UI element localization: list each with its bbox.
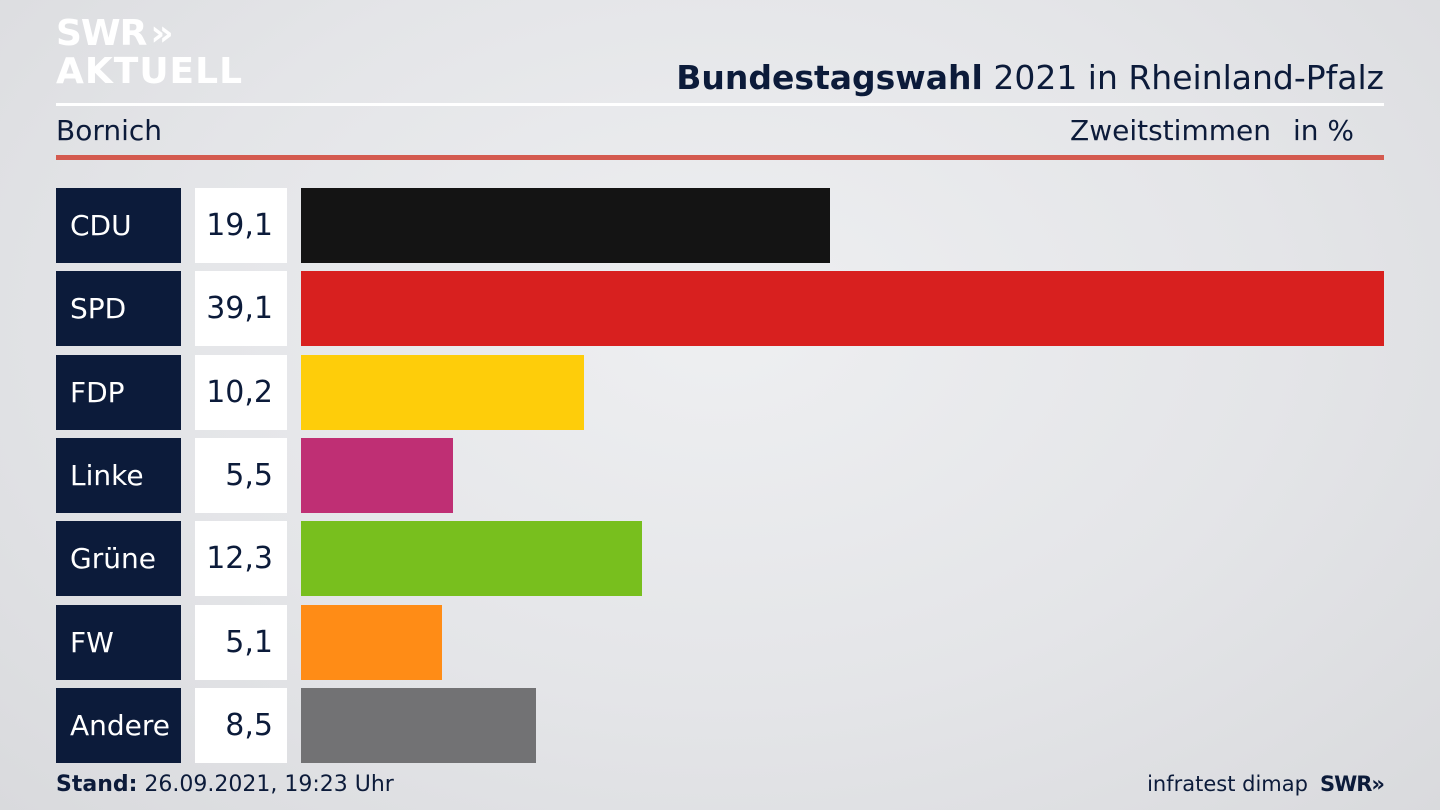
party-bar-fdp [301,355,584,430]
party-label-linke: Linke [56,438,181,513]
party-bar-cdu [301,188,830,263]
party-bar-andere [301,688,536,763]
party-label-andere: Andere [56,688,181,763]
measure-label: Zweitstimmen [1070,114,1271,147]
chart-title-rest: 2021 in Rheinland-Pfalz [982,58,1384,97]
chart-title-bold: Bundestagswahl [676,58,983,97]
timestamp-label: Stand: [56,772,138,797]
party-value-andere: 8,5 [195,688,287,763]
party-value-fdp: 10,2 [195,355,287,430]
source-credit: infratest dimap SWR» [1147,772,1385,796]
unit-label: in % [1292,114,1354,147]
party-bar-spd [301,271,1384,346]
accent-divider [56,155,1384,160]
party-value-gr-ne: 12,3 [195,521,287,596]
chart-title: Bundestagswahl 2021 in Rheinland-Pfalz [676,58,1384,97]
party-label-spd: SPD [56,271,181,346]
logo-aktuell-text: AKTUELL [56,51,244,92]
party-label-fw: FW [56,605,181,680]
party-bar-fw [301,605,442,680]
party-label-cdu: CDU [56,188,181,263]
source-name: infratest dimap [1147,772,1308,796]
swr-aktuell-logo: SWR» AKTUELL [56,14,243,90]
party-value-fw: 5,1 [195,605,287,680]
party-value-linke: 5,5 [195,438,287,513]
swr-brand-mark: SWR» [1319,772,1385,796]
region-name: Bornich [56,114,163,147]
party-value-spd: 39,1 [195,271,287,346]
party-label-gr-ne: Grüne [56,521,181,596]
measure-unit: Zweitstimmen in % [1070,114,1354,147]
header-divider [56,103,1384,106]
party-bar-linke [301,438,453,513]
logo-chevron-icon: » [150,13,173,54]
timestamp: Stand: 26.09.2021, 19:23 Uhr [56,772,394,797]
timestamp-value: 26.09.2021, 19:23 Uhr [137,772,394,797]
party-bar-gr-ne [301,521,642,596]
party-label-fdp: FDP [56,355,181,430]
party-value-cdu: 19,1 [195,188,287,263]
logo-swr-text: SWR [56,13,147,54]
